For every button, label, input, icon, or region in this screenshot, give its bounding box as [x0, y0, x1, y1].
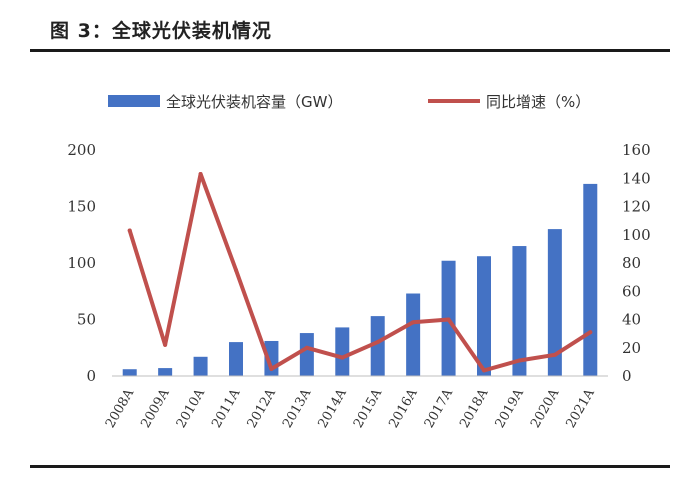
- y-right-tick-label: 80: [622, 254, 641, 272]
- bar: [583, 183, 598, 376]
- bottom-rule: [30, 465, 670, 468]
- x-tick-label: 2015A: [351, 386, 386, 431]
- legend-bar-swatch: [108, 95, 160, 107]
- left-axis: 0 50 100 150 200: [67, 141, 96, 385]
- bar: [122, 369, 137, 376]
- x-tick-label: 2018A: [457, 386, 492, 431]
- line-series: [127, 172, 593, 373]
- x-tick-label: 2016A: [386, 386, 421, 431]
- line-point: [446, 317, 451, 322]
- y-left-tick-label: 150: [67, 198, 96, 216]
- line-point: [588, 330, 593, 335]
- y-right-tick-label: 0: [622, 367, 632, 385]
- bar: [477, 256, 491, 376]
- y-right-tick-label: 140: [622, 169, 651, 187]
- y-right-tick-label: 160: [622, 141, 651, 159]
- line-point: [163, 342, 168, 347]
- y-right-tick-label: 40: [622, 311, 641, 329]
- bar: [512, 246, 527, 376]
- y-right-tick-label: 20: [622, 339, 641, 357]
- line-point: [340, 355, 345, 360]
- line-point: [304, 345, 309, 350]
- x-tick-label: 2013A: [280, 386, 315, 431]
- bar: [299, 333, 314, 376]
- bar: [193, 356, 208, 376]
- y-right-tick-label: 60: [622, 282, 641, 300]
- line-point: [198, 172, 203, 177]
- bar: [158, 368, 173, 376]
- line-point: [411, 320, 416, 325]
- bar: [335, 327, 350, 376]
- y-left-tick-label: 50: [77, 311, 96, 329]
- bar: [229, 342, 243, 376]
- line-point: [375, 340, 380, 345]
- x-tick-label: 2020A: [528, 386, 563, 431]
- x-tick-label: 2021A: [564, 386, 599, 431]
- y-left-tick-label: 200: [67, 141, 96, 159]
- bar: [547, 229, 562, 376]
- figure-title: 图 3：全球光伏装机情况: [50, 20, 272, 42]
- right-axis: 0 20 40 60 80 100 120 140 160: [622, 141, 651, 385]
- bar: [370, 316, 385, 376]
- x-tick-label: 2019A: [493, 386, 528, 431]
- line-point: [482, 368, 486, 373]
- line-point: [127, 228, 132, 233]
- x-axis: 2008A 2009A 2010A 2011A 2012A 2013A 2014A 2015A…: [103, 386, 598, 431]
- bar-series: [122, 183, 598, 376]
- legend-line-label: 同比增速（%）: [486, 93, 590, 111]
- top-rule: [30, 49, 670, 52]
- legend: 全球光伏装机容量（GW） 同比增速（%）: [108, 93, 590, 111]
- y-left-tick-label: 0: [86, 367, 96, 385]
- bar: [406, 293, 421, 376]
- legend-bar-label: 全球光伏装机容量（GW）: [166, 93, 342, 111]
- growth-line: [127, 172, 593, 373]
- x-tick-label: 2010A: [174, 386, 209, 431]
- y-right-tick-label: 120: [622, 198, 651, 216]
- line-point: [517, 358, 522, 363]
- x-tick-label: 2014A: [316, 386, 351, 431]
- y-left-tick-label: 100: [67, 254, 96, 272]
- x-tick-label: 2012A: [245, 386, 280, 431]
- line-point: [269, 366, 274, 371]
- line-point: [234, 268, 238, 273]
- x-tick-label: 2017A: [422, 386, 457, 431]
- line-point: [552, 352, 557, 357]
- x-tick-label: 2011A: [209, 386, 244, 431]
- x-tick-label: 2009A: [138, 386, 173, 431]
- y-right-tick-label: 100: [622, 226, 651, 244]
- x-tick-label: 2008A: [103, 386, 138, 431]
